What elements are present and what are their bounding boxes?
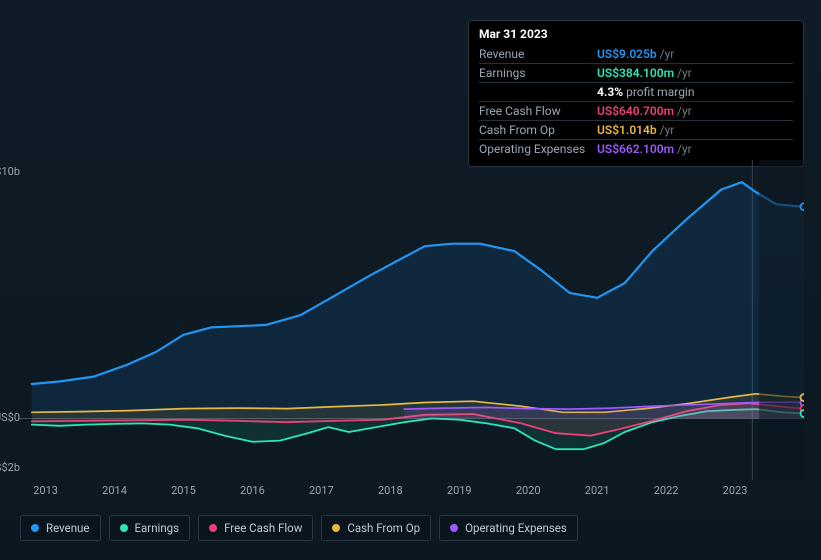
tooltip-value: US$1.014b <box>597 123 657 137</box>
x-axis-label: 2018 <box>378 484 403 497</box>
tooltip-date: Mar 31 2023 <box>479 27 793 41</box>
tooltip-row: Cash From OpUS$1.014b/yr <box>479 120 793 139</box>
legend-label: Earnings <box>135 521 180 535</box>
x-axis-label: 2013 <box>33 484 58 497</box>
tooltip-unit: /yr <box>660 47 675 61</box>
legend-label: Operating Expenses <box>465 521 567 535</box>
legend-item-fcf[interactable]: Free Cash Flow <box>198 515 313 541</box>
end-marker-revenue <box>801 203 805 210</box>
future-dim-region <box>759 160 804 480</box>
tooltip-label: Free Cash Flow <box>479 104 597 118</box>
tooltip-label: Revenue <box>479 47 597 61</box>
y-axis-label: US$10b <box>0 165 20 178</box>
legend-dot-icon <box>332 524 340 532</box>
tooltip-row: Free Cash FlowUS$640.700m/yr <box>479 101 793 120</box>
y-axis-label: US$0 <box>0 411 20 424</box>
tooltip-row: Operating ExpensesUS$662.100m/yr <box>479 139 793 158</box>
legend-item-earnings[interactable]: Earnings <box>109 515 191 541</box>
tooltip-value: US$662.100m <box>597 142 674 156</box>
tooltip-row-extra: 4.3% profit margin <box>479 82 793 101</box>
tooltip-unit: /yr <box>677 66 692 80</box>
tooltip-row: RevenueUS$9.025b/yr <box>479 45 793 63</box>
tooltip-value: US$9.025b <box>597 47 657 61</box>
chart-legend: Revenue Earnings Free Cash Flow Cash From O… <box>20 515 578 541</box>
legend-item-opex[interactable]: Operating Expenses <box>439 515 578 541</box>
tooltip-value: US$384.100m <box>597 66 674 80</box>
legend-dot-icon <box>120 524 128 532</box>
x-axis-label: 2016 <box>240 484 265 497</box>
legend-item-revenue[interactable]: Revenue <box>20 515 101 541</box>
tooltip-row: EarningsUS$384.100m/yr <box>479 63 793 82</box>
end-marker-earnings <box>801 410 805 417</box>
legend-dot-icon <box>209 524 217 532</box>
tooltip-unit: /yr <box>677 104 692 118</box>
x-axis-label: 2015 <box>171 484 196 497</box>
legend-dot-icon <box>450 524 458 532</box>
chart-svg <box>18 160 804 480</box>
legend-label: Free Cash Flow <box>224 521 302 535</box>
x-axis-label: 2014 <box>102 484 127 497</box>
legend-label: Cash From Op <box>347 521 420 535</box>
chart-tooltip: Mar 31 2023 RevenueUS$9.025b/yrEarningsU… <box>468 20 804 167</box>
x-axis-label: 2023 <box>723 484 748 497</box>
tooltip-label: Operating Expenses <box>479 142 597 156</box>
legend-dot-icon <box>31 524 39 532</box>
x-axis-label: 2017 <box>309 484 334 497</box>
tooltip-unit: /yr <box>660 123 675 137</box>
tooltip-value: US$640.700m <box>597 104 674 118</box>
tooltip-label: Earnings <box>479 66 597 80</box>
tooltip-unit: /yr <box>677 142 692 156</box>
y-axis-label: -US$2b <box>0 461 20 474</box>
x-axis-label: 2020 <box>516 484 541 497</box>
x-axis-label: 2019 <box>447 484 472 497</box>
x-axis-label: 2021 <box>585 484 610 497</box>
chart-area[interactable]: US$10bUS$0-US$2b <box>18 160 804 480</box>
legend-item-cfo[interactable]: Cash From Op <box>321 515 431 541</box>
legend-label: Revenue <box>46 521 90 535</box>
end-marker-cfo <box>801 394 805 401</box>
x-axis-label: 2022 <box>654 484 679 497</box>
financials-chart-panel: Mar 31 2023 RevenueUS$9.025b/yrEarningsU… <box>0 0 821 560</box>
tooltip-label: Cash From Op <box>479 123 597 137</box>
